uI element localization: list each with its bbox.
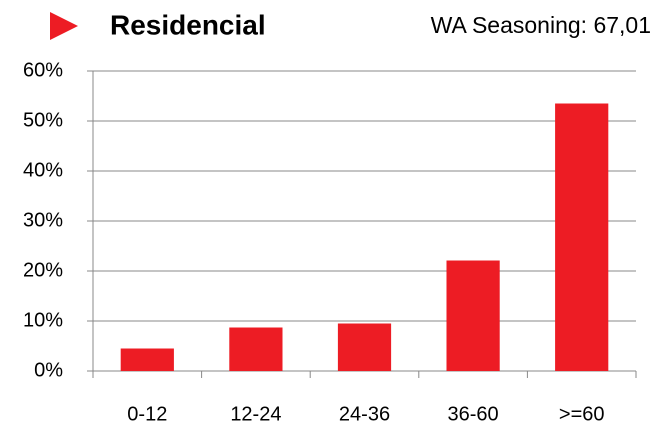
y-tick-label: 20% <box>23 259 63 281</box>
x-tick-label: 0-12 <box>127 403 167 425</box>
y-tick-label: 30% <box>23 209 63 231</box>
y-tick-label: 50% <box>23 109 63 131</box>
y-tick-label: 10% <box>23 309 63 331</box>
title-icon <box>50 12 78 40</box>
bar <box>229 327 283 371</box>
x-tick-label: >=60 <box>559 403 605 425</box>
y-tick-label: 0% <box>34 359 63 381</box>
bar <box>446 260 500 371</box>
bar <box>120 348 174 371</box>
y-tick-label: 40% <box>23 159 63 181</box>
chart-subtitle: WA Seasoning: 67,01 <box>431 12 651 38</box>
x-tick-label: 24-36 <box>339 403 390 425</box>
bar <box>337 323 392 371</box>
y-tick-label: 60% <box>23 59 63 81</box>
x-tick-label: 12-24 <box>230 403 281 425</box>
chart-title: Residencial <box>110 9 266 40</box>
x-tick-label: 36-60 <box>448 403 499 425</box>
bar <box>555 103 609 371</box>
